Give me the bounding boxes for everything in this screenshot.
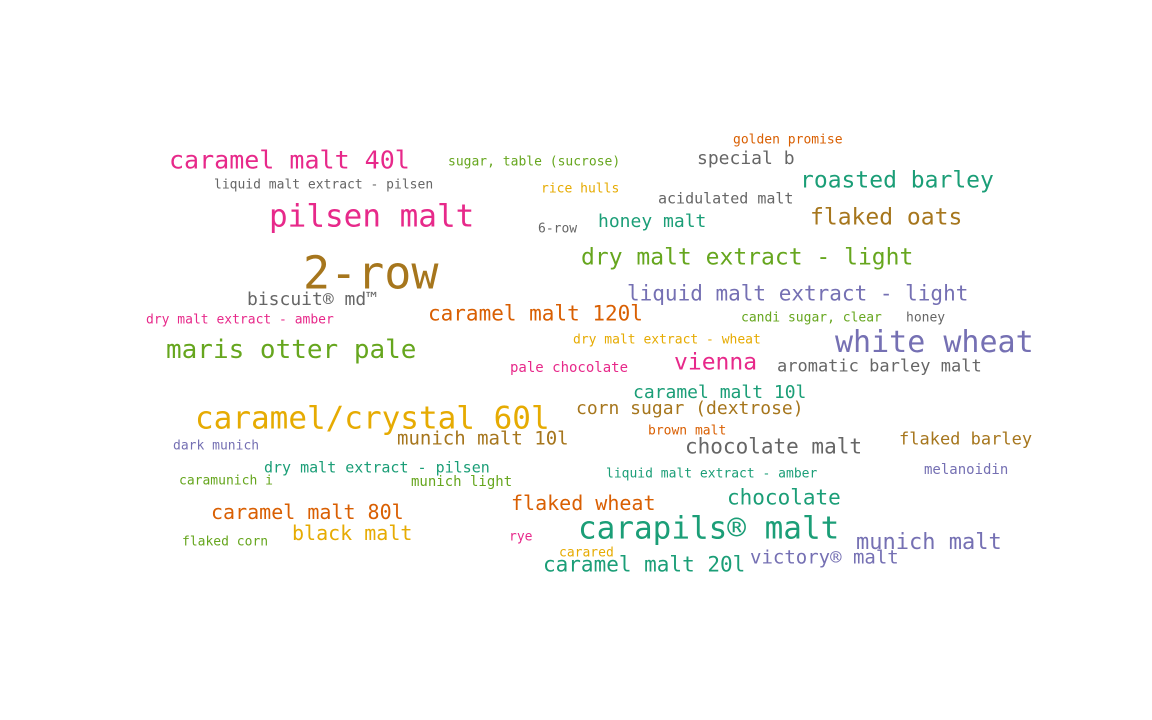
word-liquid-malt-extract-amber: liquid malt extract - amber: [606, 466, 818, 482]
word-caramunich-i: caramunich i: [179, 473, 273, 489]
word-carared: carared: [559, 545, 614, 561]
word-acidulated-malt: acidulated malt: [658, 189, 794, 208]
word-sugar-table-sucrose: sugar, table (sucrose): [448, 154, 621, 170]
word-pilsen-malt: pilsen malt: [269, 198, 475, 235]
word-6-row: 6-row: [538, 221, 578, 237]
word-candi-sugar-clear: candi sugar, clear: [741, 310, 882, 326]
word-chocolate: chocolate: [727, 485, 841, 510]
word-caramel-malt-120l: caramel malt 120l: [428, 301, 643, 326]
word-carapils-malt: carapils® malt: [578, 510, 840, 547]
word-special-b: special b: [697, 148, 795, 169]
word-caramel-crystal-60l: caramel/crystal 60l: [195, 400, 550, 437]
word-2-row: 2-row: [303, 246, 439, 300]
word-honey: honey: [906, 310, 946, 326]
word-caramel-malt-80l: caramel malt 80l: [211, 500, 404, 524]
word-liquid-malt-extract-light: liquid malt extract - light: [627, 281, 969, 306]
word-aromatic-barley-malt: aromatic barley malt: [777, 356, 982, 377]
word-caramel-malt-20l: caramel malt 20l: [543, 552, 746, 577]
word-munich-malt: munich malt: [856, 530, 1002, 555]
word-flaked-barley: flaked barley: [899, 429, 1033, 450]
word-black-malt: black malt: [292, 521, 413, 545]
word-liquid-malt-extract-pilsen: liquid malt extract - pilsen: [214, 177, 434, 193]
word-flaked-oats: flaked oats: [810, 204, 963, 231]
word-rye: rye: [509, 529, 533, 545]
word-golden-promise: golden promise: [733, 132, 843, 148]
word-maris-otter-pale: maris otter pale: [166, 335, 417, 365]
word-pale-chocolate: pale chocolate: [510, 360, 629, 376]
word-roasted-barley: roasted barley: [800, 167, 994, 194]
word-melanoidin: melanoidin: [924, 462, 1009, 478]
word-dry-malt-extract-pilsen: dry malt extract - pilsen: [264, 458, 490, 477]
word-rice-hulls: rice hulls: [541, 181, 620, 197]
word-dry-malt-extract-wheat: dry malt extract - wheat: [573, 332, 761, 348]
word-flaked-wheat: flaked wheat: [511, 491, 656, 515]
word-dry-malt-extract-light: dry malt extract - light: [581, 244, 914, 271]
word-chocolate-malt: chocolate malt: [685, 434, 863, 459]
word-biscuit-md: biscuit® md™: [247, 289, 378, 310]
word-munich-malt-10l: munich malt 10l: [397, 427, 569, 450]
word-vienna: vienna: [674, 349, 758, 376]
word-corn-sugar-dextrose: corn sugar (dextrose): [576, 398, 804, 419]
word-honey-malt: honey malt: [598, 211, 707, 232]
word-munich-light: munich light: [411, 474, 513, 490]
word-dark-munich: dark munich: [173, 438, 260, 454]
word-white-wheat: white wheat: [835, 325, 1034, 360]
word-caramel-malt-10l: caramel malt 10l: [633, 382, 807, 403]
word-flaked-corn: flaked corn: [182, 534, 269, 550]
word-caramel-malt-40l: caramel malt 40l: [169, 145, 410, 175]
word-victory-malt: victory® malt: [750, 546, 899, 569]
word-dry-malt-extract-amber: dry malt extract - amber: [146, 312, 334, 328]
word-brown-malt: brown malt: [648, 423, 727, 439]
